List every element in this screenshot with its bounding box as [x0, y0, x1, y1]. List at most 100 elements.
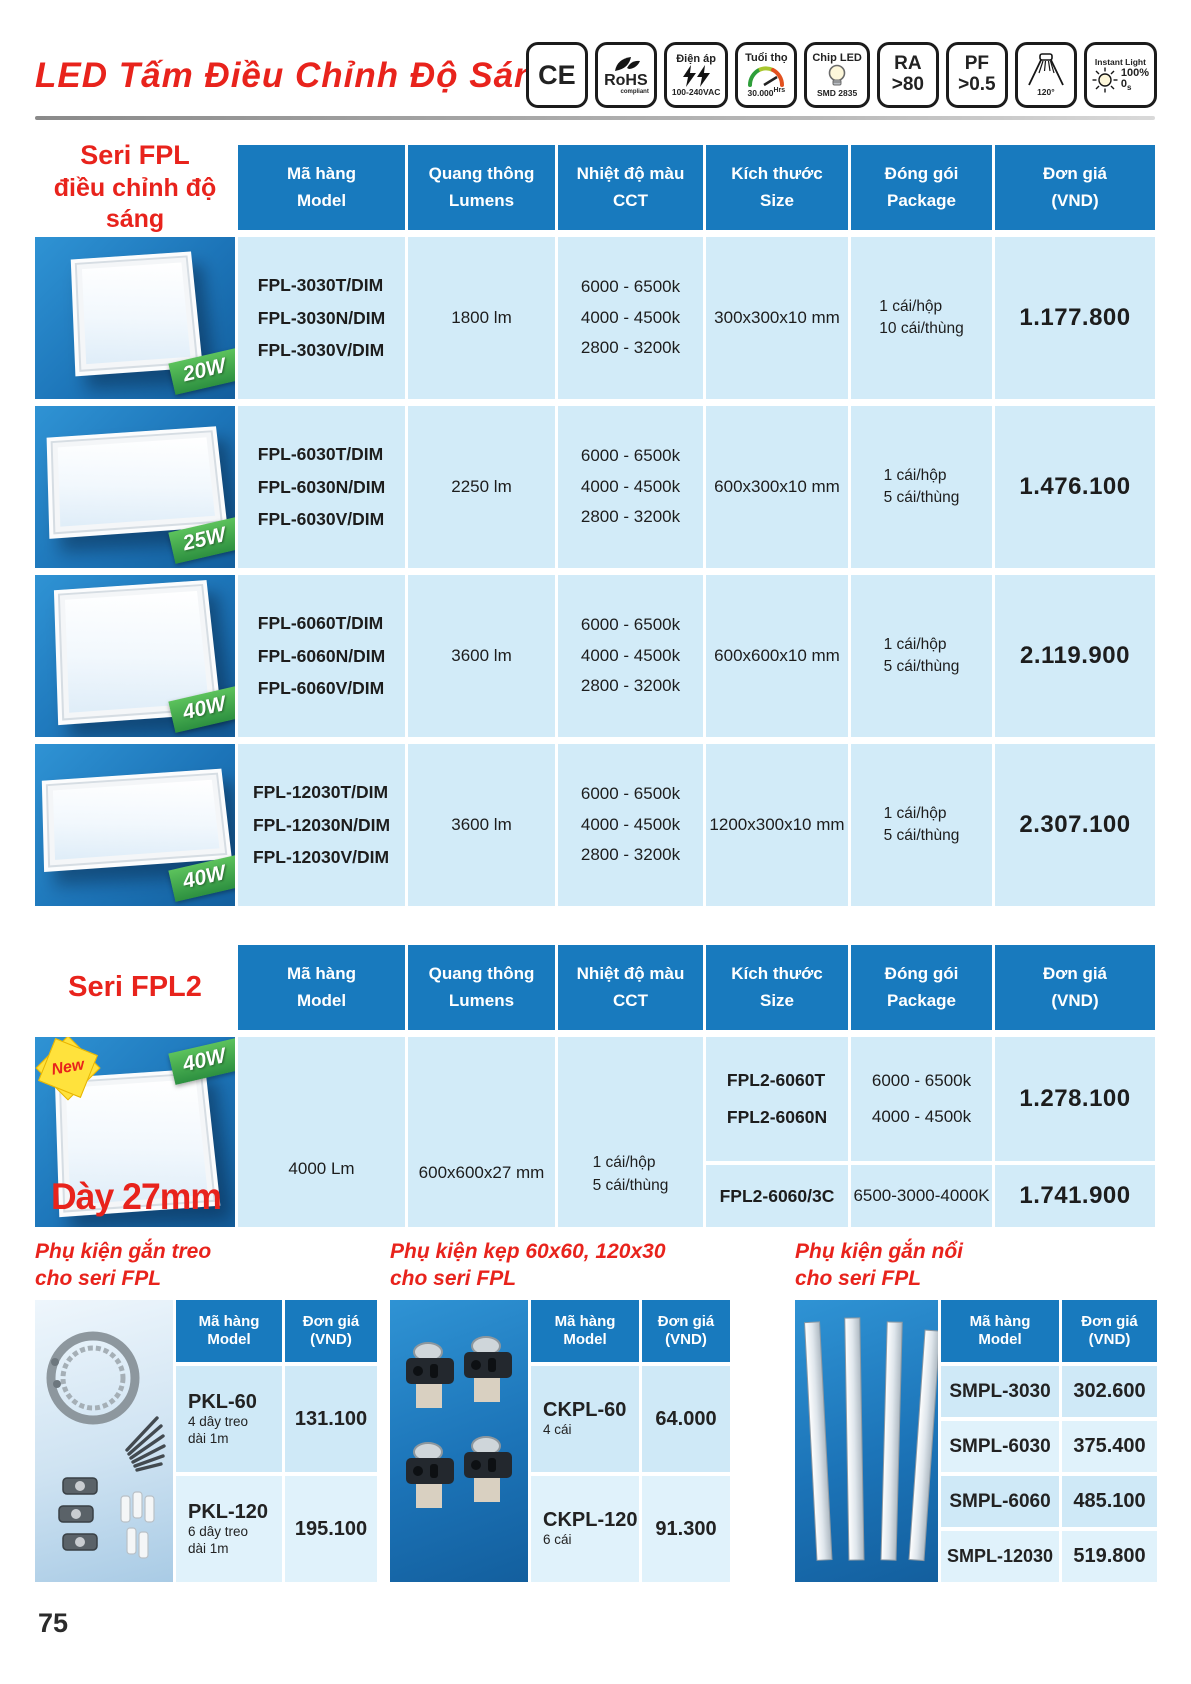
price-cell: 1.278.100 — [995, 1037, 1155, 1161]
cct-cell: 6000 - 6500k 4000 - 4500k 2800 - 3200k — [558, 237, 703, 399]
fpl-series-title: Seri FPL điều chỉnh độ sáng — [35, 145, 235, 230]
price-cell: 131.100 — [285, 1366, 377, 1472]
package-cell: 1 cái/hộp 5 cái/thùng — [558, 1037, 703, 1227]
col-header-lumens: Quang thông Lumens — [408, 945, 555, 1030]
cct-cell: 6000 - 6500k 4000 - 4500k — [851, 1037, 992, 1161]
surface-mount-table: Mã hàng Model Đơn giá (VND) SMPL-3030 302.… — [795, 1300, 1157, 1582]
col-header-size: Kích thước Size — [706, 945, 848, 1030]
col-header-model: Mã hàng Model — [238, 145, 405, 230]
new-badge: New — [39, 1039, 97, 1097]
instant-light-badge: Instant Light 100% 0s — [1084, 42, 1157, 108]
col-header-lumens: Quang thông Lumens — [408, 145, 555, 230]
price-cell: 2.307.100 — [995, 744, 1155, 906]
pf-badge: PF >0.5 — [946, 42, 1008, 108]
size-cell: 600x600x10 mm — [706, 575, 848, 737]
fpl2-series-title: Seri FPL2 — [35, 945, 235, 1030]
beam-angle-icon — [1024, 53, 1068, 87]
clip-kit-heading: Phụ kiện kẹp 60x60, 120x30 cho seri FPL — [390, 1238, 666, 1293]
col-header-price: Đơn giá (VND) — [285, 1300, 377, 1362]
price-cell: 519.800 — [1062, 1531, 1157, 1582]
col-header-model: Mã hàng Model — [238, 945, 405, 1030]
fpl2-table-header: Seri FPL2 Mã hàng Model Quang thông Lumens… — [35, 945, 1155, 1030]
lifetime-gauge-icon — [746, 65, 786, 87]
col-header-model: Mã hàng Model — [531, 1300, 639, 1362]
model-cell: FPL-6060T/DIM FPL-6060N/DIM FPL-6060V/DIM — [238, 575, 405, 737]
hanging-kit-photo — [35, 1300, 173, 1582]
package-cell: 1 cái/hộp 5 cái/thùng — [851, 575, 992, 737]
price-cell: 1.177.800 — [995, 237, 1155, 399]
surface-mount-heading: Phụ kiện gắn nổi cho seri FPL — [795, 1238, 963, 1293]
price-cell: 195.100 — [285, 1476, 377, 1582]
size-cell: 1200x300x10 mm — [706, 744, 848, 906]
price-cell: 2.119.900 — [995, 575, 1155, 737]
cable-kit-illustration — [35, 1300, 173, 1582]
model-cell: FPL-6030T/DIM FPL-6030N/DIM FPL-6030V/DIM — [238, 406, 405, 568]
col-header-price: Đơn giá (VND) — [1062, 1300, 1157, 1362]
col-header-package: Đóng gói Package — [851, 145, 992, 230]
cct-cell: 6000 - 6500k 4000 - 4500k 2800 - 3200k — [558, 744, 703, 906]
product-photo-fpl-6060: 40W — [35, 575, 235, 737]
lumens-cell: 3600 lm — [408, 575, 555, 737]
model-cell: FPL2-6060/3C — [706, 1165, 848, 1227]
price-cell: 485.100 — [1062, 1476, 1157, 1527]
catalog-page: LED Tấm Điều Chỉnh Độ Sáng CE RoHS compl… — [0, 0, 1191, 1684]
col-header-price: Đơn giá (VND) — [995, 945, 1155, 1030]
model-cell: CKPL-120 6 cái — [531, 1476, 639, 1582]
fpl-table: Seri FPL điều chỉnh độ sáng Mã hàng Model… — [35, 145, 1155, 906]
model-cell: SMPL-3030 — [941, 1366, 1059, 1417]
model-cell: CKPL-60 4 cái — [531, 1366, 639, 1472]
hanging-kit-table: Mã hàng Model Đơn giá (VND) PKL-60 4 dây t… — [35, 1300, 377, 1582]
page-title: LED Tấm Điều Chỉnh Độ Sáng — [35, 56, 559, 96]
leaf-icon — [611, 55, 641, 73]
price-cell: 302.600 — [1062, 1366, 1157, 1417]
col-header-model: Mã hàng Model — [176, 1300, 282, 1362]
surface-mount-photo — [795, 1300, 938, 1582]
model-cell: SMPL-6030 — [941, 1421, 1059, 1472]
price-cell: 91.300 — [642, 1476, 730, 1582]
thickness-label: Dày 27mm — [39, 1176, 233, 1218]
col-header-cct: Nhiệt độ màu CCT — [558, 145, 703, 230]
profile-bars-illustration — [795, 1300, 938, 1582]
voltage-badge: Điện áp 100-240VAC — [664, 42, 729, 108]
ra-badge: RA >80 — [877, 42, 939, 108]
led-panel-illustration — [42, 768, 232, 871]
page-number: 75 — [38, 1608, 68, 1639]
size-cell: 300x300x10 mm — [706, 237, 848, 399]
cct-cell: 6500-3000-4000K — [851, 1165, 992, 1227]
col-header-size: Kích thước Size — [706, 145, 848, 230]
instant-light-icon — [1092, 67, 1118, 93]
cct-cell: 6000 - 6500k 4000 - 4500k 2800 - 3200k — [558, 575, 703, 737]
lifetime-badge: Tuổi thọ 30.000Hrs — [735, 42, 797, 108]
model-cell: FPL-3030T/DIM FPL-3030N/DIM FPL-3030V/DIM — [238, 237, 405, 399]
cct-cell: 6000 - 6500k 4000 - 4500k 2800 - 3200k — [558, 406, 703, 568]
model-cell: FPL-12030T/DIM FPL-12030N/DIM FPL-12030V/D… — [238, 744, 405, 906]
package-cell: 1 cái/hộp 5 cái/thùng — [851, 406, 992, 568]
led-panel-illustration — [71, 251, 203, 376]
product-photo-fpl-12030: 40W — [35, 744, 235, 906]
certification-badges: CE RoHS compliant Điện áp 100-240VAC Tuổ… — [526, 42, 1157, 108]
rohs-badge: RoHS compliant — [595, 42, 657, 108]
lumens-cell: 1800 lm — [408, 237, 555, 399]
beam-angle-badge: 120° — [1015, 42, 1077, 108]
col-header-price: Đơn giá (VND) — [995, 145, 1155, 230]
title-divider — [35, 116, 1155, 120]
model-cell: SMPL-12030 — [941, 1531, 1059, 1582]
model-cell: PKL-60 4 dây treo dài 1m — [176, 1366, 282, 1472]
price-cell: 375.400 — [1062, 1421, 1157, 1472]
model-cell: FPL2-6060T FPL2-6060N — [706, 1037, 848, 1161]
col-header-cct: Nhiệt độ màu CCT — [558, 945, 703, 1030]
model-cell: SMPL-6060 — [941, 1476, 1059, 1527]
size-cell: 600x300x10 mm — [706, 406, 848, 568]
lumens-cell: 4000 Lm — [238, 1037, 405, 1227]
wattage-ribbon: 40W — [168, 1037, 235, 1085]
col-header-package: Đóng gói Package — [851, 945, 992, 1030]
price-cell: 1.476.100 — [995, 406, 1155, 568]
chip-led-bulb-icon — [827, 64, 847, 88]
clip-illustration — [390, 1300, 528, 1582]
price-cell: 1.741.900 — [995, 1165, 1155, 1227]
hanging-kit-heading: Phụ kiện gắn treo cho seri FPL — [35, 1238, 211, 1293]
model-cell: PKL-120 6 dây treo dài 1m — [176, 1476, 282, 1582]
product-photo-fpl-3030: 20W — [35, 237, 235, 399]
lumens-cell: 3600 lm — [408, 744, 555, 906]
package-cell: 1 cái/hộp 10 cái/thùng — [851, 237, 992, 399]
